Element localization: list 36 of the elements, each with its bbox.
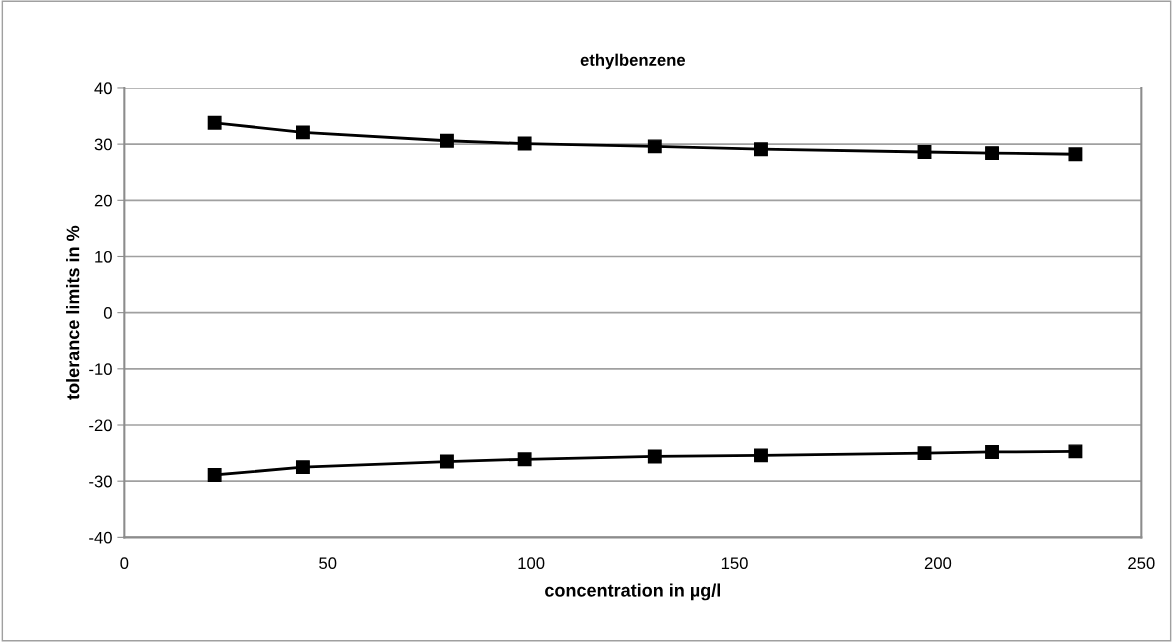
point bbox=[207, 468, 222, 482]
x-tick-label: 50 bbox=[319, 557, 337, 570]
x-tick-label: 150 bbox=[721, 557, 748, 570]
x-tick-label: 100 bbox=[518, 557, 545, 570]
point bbox=[917, 446, 932, 461]
point bbox=[917, 145, 932, 159]
x-tick-label: 200 bbox=[924, 557, 952, 570]
y-tick-label: 40 bbox=[94, 82, 112, 95]
chart-title: ethylbenzene bbox=[580, 53, 686, 70]
y-tick-label: 20 bbox=[94, 194, 112, 207]
point bbox=[754, 448, 768, 463]
y-tick-label: 30 bbox=[94, 138, 112, 151]
point bbox=[207, 115, 222, 130]
y-tick-label: 10 bbox=[95, 250, 112, 263]
point bbox=[985, 445, 999, 459]
point bbox=[295, 125, 310, 140]
point bbox=[439, 133, 454, 148]
point bbox=[985, 146, 999, 161]
y-tick-label: -30 bbox=[89, 475, 112, 488]
y-tick-label: -10 bbox=[89, 363, 112, 376]
point bbox=[647, 449, 662, 464]
point bbox=[1068, 147, 1083, 162]
x-tick-label: 0 bbox=[120, 557, 129, 570]
point bbox=[295, 460, 310, 475]
point bbox=[439, 454, 454, 469]
point bbox=[517, 136, 532, 151]
point bbox=[1068, 444, 1083, 459]
point bbox=[517, 452, 532, 467]
y-axis-title: tolerance limits in % bbox=[66, 225, 80, 400]
y-tick-label: 0 bbox=[103, 307, 112, 319]
y-tick-label: -40 bbox=[89, 531, 112, 544]
point bbox=[647, 139, 662, 154]
x-tick-label: 250 bbox=[1128, 557, 1155, 570]
point bbox=[754, 142, 768, 157]
y-tick-label: -20 bbox=[89, 419, 112, 432]
x-axis-title: concentration in µg/l bbox=[545, 583, 721, 601]
